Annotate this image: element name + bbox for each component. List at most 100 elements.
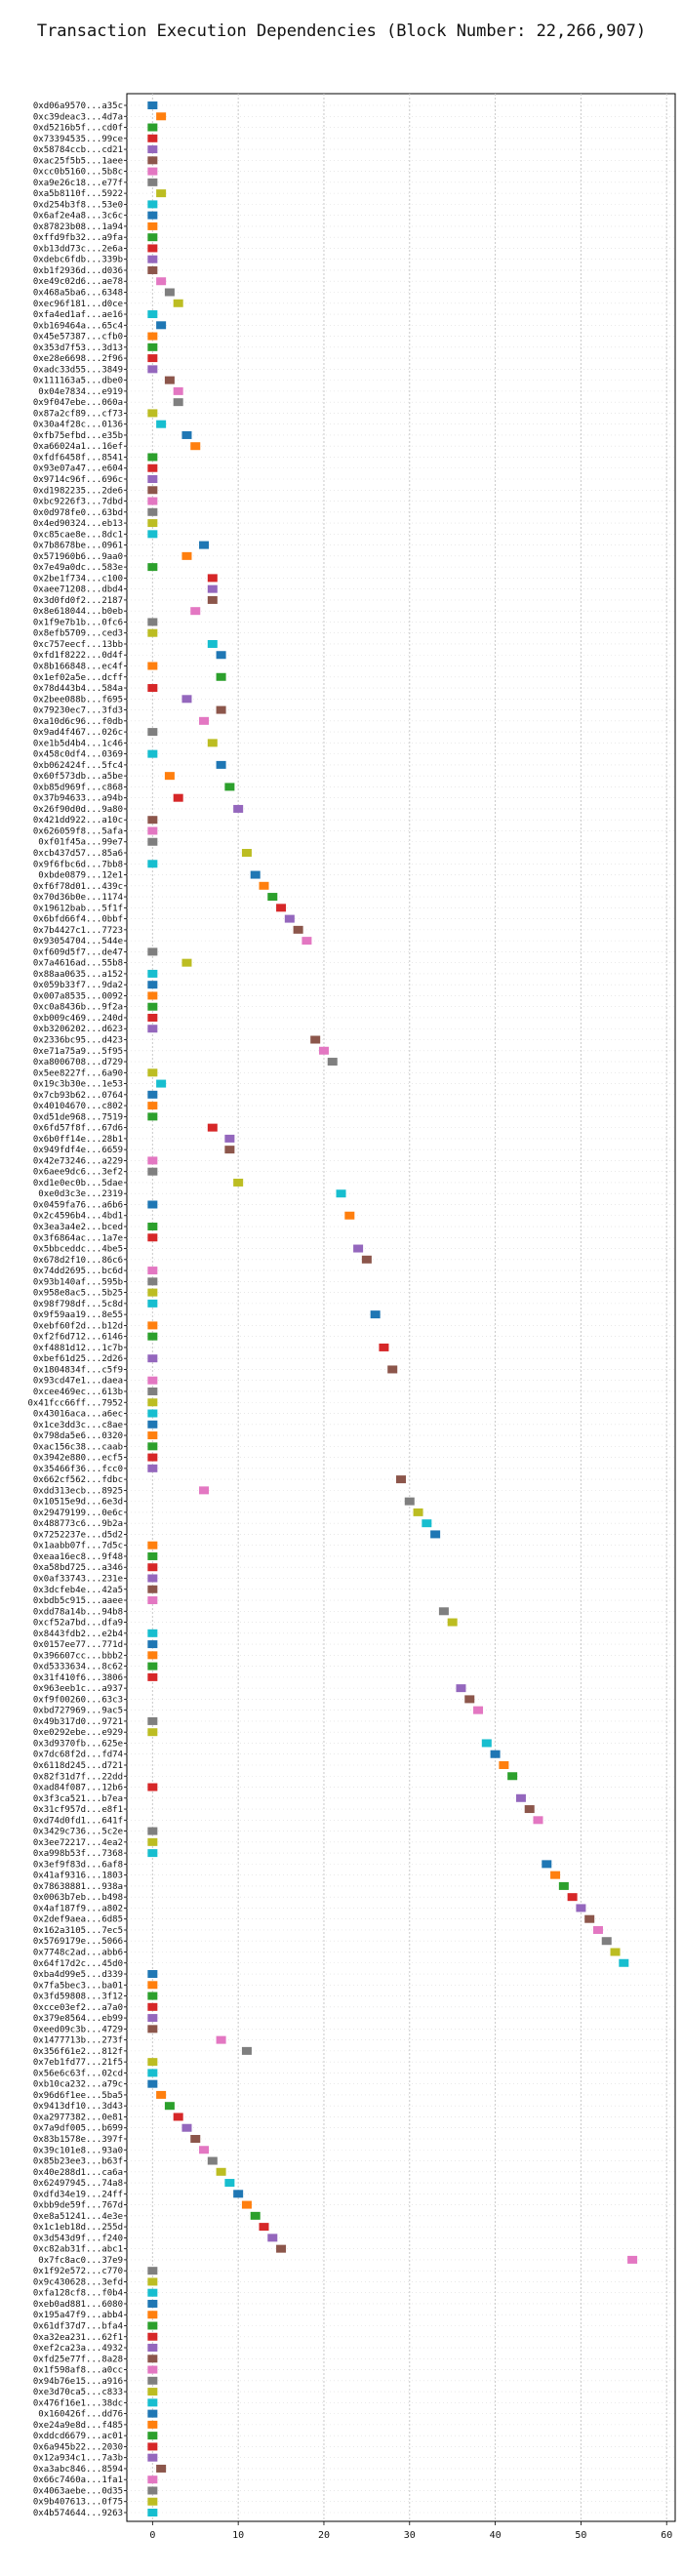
y-tick-label: 0xbd727969...9ac5 (33, 1707, 123, 1716)
transaction-marker (173, 299, 183, 307)
y-tick-label: 0xbdb5c915...aaee (33, 1596, 123, 1606)
y-tick-label: 0x39c101e8...93a0 (33, 2146, 123, 2155)
y-tick-label: 0xbef61d25...2d26 (33, 1354, 123, 1364)
transaction-marker (164, 288, 175, 297)
y-tick-label: 0x96d6f1ee...5ba5 (33, 2091, 123, 2101)
transaction-marker (147, 2311, 158, 2319)
y-tick-label: 0x007a8535...0092 (33, 991, 123, 1001)
y-tick-label: 0xd1e0ec0b...5dae (33, 1179, 123, 1188)
transaction-marker (181, 958, 192, 967)
y-tick-label: 0x9714c96f...696c (33, 475, 123, 485)
transaction-marker (147, 1453, 158, 1462)
transaction-marker (147, 519, 158, 528)
y-tick-label: 0x79230ec7...3fd3 (33, 706, 123, 716)
transaction-marker (147, 211, 158, 220)
transaction-marker (267, 893, 278, 902)
y-tick-label: 0x1ce3dd3c...c8ae (33, 1421, 123, 1430)
y-tick-label: 0x88aa0635...a152 (33, 970, 123, 980)
transaction-marker (224, 783, 235, 791)
transaction-marker (147, 1431, 158, 1440)
x-tick-label: 10 (232, 2530, 244, 2541)
y-tick-label: 0x3f3ca521...b7ea (33, 1794, 123, 1804)
transaction-marker (438, 1607, 449, 1616)
y-tick-label: 0xad84f087...12b6 (33, 1784, 123, 1793)
transaction-marker (147, 816, 158, 825)
transaction-marker (147, 1728, 158, 1737)
transaction-marker (199, 2146, 210, 2154)
transaction-marker (147, 2267, 158, 2275)
transaction-marker (361, 1255, 372, 1264)
y-tick-label: 0xb85d969f...c868 (33, 783, 123, 792)
transaction-marker (173, 793, 183, 802)
y-tick-label: 0x3d543d9f...f240 (33, 2234, 123, 2243)
transaction-marker (147, 1970, 158, 1979)
transaction-marker (224, 2179, 235, 2188)
transaction-marker (310, 1035, 321, 1044)
y-tick-label: 0xa3abc846...8594 (33, 2465, 123, 2475)
transaction-marker (147, 2299, 158, 2308)
transaction-marker (147, 662, 158, 670)
transaction-marker (464, 1695, 475, 1704)
y-tick-label: 0x9f59aa19...8e55 (33, 1310, 123, 1320)
y-tick-label: 0x82f31d7f...22dd (33, 1772, 123, 1782)
y-tick-label: 0x6bfd66f4...0bbf (33, 915, 123, 925)
transaction-marker (147, 409, 158, 418)
y-tick-label: 0xfa4ed1af...ae16 (33, 310, 123, 320)
transaction-marker (190, 2134, 201, 2143)
y-tick-label: 0xe49c02d6...ae78 (33, 277, 123, 287)
y-tick-label: 0x7b8678be...0961 (33, 542, 123, 551)
y-tick-label: 0xa10d6c96...f0db (33, 717, 123, 727)
y-tick-label: 0x45e57387...cfb0 (33, 333, 123, 342)
y-tick-label: 0xc85cae8e...8dc1 (33, 530, 123, 540)
y-tick-label: 0xaee71208...dbd4 (33, 585, 123, 595)
transaction-marker (327, 1058, 338, 1067)
transaction-marker (515, 1793, 526, 1802)
transaction-marker (199, 716, 210, 725)
y-tick-label: 0x31f410f6...3806 (33, 1673, 123, 1683)
transaction-marker (147, 2409, 158, 2418)
transaction-marker (147, 2398, 158, 2407)
transaction-marker (387, 1365, 398, 1374)
transaction-marker (147, 1585, 158, 1593)
transaction-marker (147, 2497, 158, 2506)
y-tick-label: 0x160426f...dd76 (38, 2410, 123, 2420)
y-tick-label: 0xebf60f2d...b12d (33, 1321, 123, 1331)
y-tick-label: 0xbb9de59f...767d (33, 2201, 123, 2211)
transaction-marker (147, 1387, 158, 1395)
transaction-marker (216, 672, 226, 681)
y-tick-label: 0xe0292ebe...e929 (33, 1728, 123, 1738)
x-tick-label: 20 (318, 2530, 330, 2541)
transaction-marker (147, 2014, 158, 2023)
y-tick-label: 0x7eb1fd77...21f5 (33, 2058, 123, 2068)
transaction-marker (147, 1013, 158, 1022)
y-tick-label: 0x3f6864ac...1a7e (33, 1233, 123, 1243)
y-tick-label: 0x7b4427c1...7723 (33, 926, 123, 936)
y-tick-label: 0x41af9316...1803 (33, 1872, 123, 1881)
y-tick-label: 0xb169464a...65c4 (33, 321, 123, 331)
y-tick-label: 0xe71a75a9...5f95 (33, 1047, 123, 1057)
transaction-marker (147, 123, 158, 132)
y-tick-label: 0x93054704...544e (33, 937, 123, 946)
transaction-marker (147, 1629, 158, 1637)
transaction-marker (147, 1376, 158, 1385)
y-tick-label: 0x488773c6...9b2a (33, 1519, 123, 1529)
y-tick-label: 0xcee469ec...613b (33, 1388, 123, 1397)
transaction-marker (147, 2025, 158, 2033)
y-tick-label: 0xa32ea231...62f1 (33, 2333, 123, 2343)
y-tick-label: 0x5bbceddc...4be5 (33, 1245, 123, 1255)
transaction-marker (164, 772, 175, 781)
transaction-marker (576, 1904, 586, 1912)
transaction-marker (147, 2288, 158, 2297)
transaction-marker (216, 651, 226, 660)
transaction-marker (216, 705, 226, 714)
transaction-marker (147, 1716, 158, 1725)
transaction-marker (147, 1068, 158, 1077)
y-tick-label: 0xeaa16ec8...9f48 (33, 1552, 123, 1562)
transaction-marker (224, 1134, 235, 1143)
transaction-marker (147, 618, 158, 626)
transaction-marker (216, 2035, 226, 2044)
y-tick-label: 0x7e49a0dc...583e (33, 563, 123, 573)
y-tick-label: 0x87a2cf89...cf73 (33, 409, 123, 419)
transaction-marker (147, 265, 158, 274)
transaction-marker (147, 1662, 158, 1670)
